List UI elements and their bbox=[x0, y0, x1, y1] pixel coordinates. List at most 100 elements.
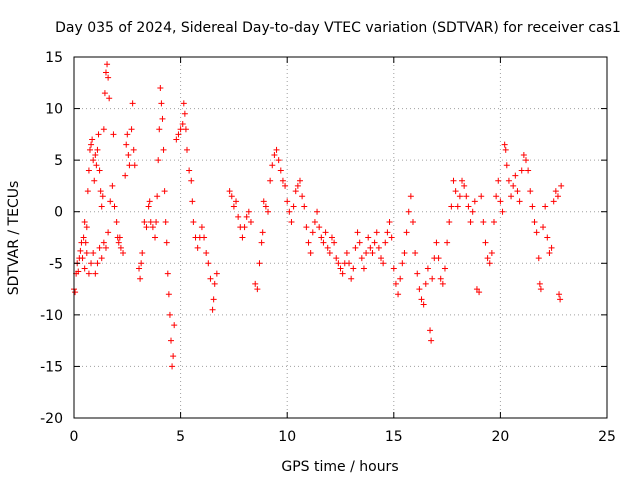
data-point bbox=[397, 275, 404, 282]
data-point bbox=[448, 203, 455, 210]
data-point bbox=[166, 311, 173, 318]
data-point bbox=[205, 260, 212, 267]
data-point bbox=[102, 244, 109, 251]
data-point bbox=[461, 182, 468, 189]
data-point bbox=[525, 167, 532, 174]
data-point bbox=[115, 239, 122, 246]
data-point bbox=[346, 260, 353, 267]
data-point bbox=[117, 244, 124, 251]
data-point bbox=[343, 249, 350, 256]
data-point bbox=[522, 157, 529, 164]
data-point bbox=[292, 188, 299, 195]
axis-ticks bbox=[73, 56, 608, 419]
data-point bbox=[331, 239, 338, 246]
data-point bbox=[164, 270, 171, 277]
data-point bbox=[241, 224, 248, 231]
data-point bbox=[136, 265, 143, 272]
data-point bbox=[88, 141, 95, 148]
data-point bbox=[339, 270, 346, 277]
data-point bbox=[403, 229, 410, 236]
data-point bbox=[162, 219, 169, 226]
data-point bbox=[518, 167, 525, 174]
x-tick-label: 0 bbox=[70, 429, 79, 445]
y-tick-label: -5 bbox=[49, 256, 63, 272]
data-point bbox=[360, 265, 367, 272]
data-point bbox=[100, 126, 107, 133]
data-point bbox=[82, 239, 89, 246]
data-point bbox=[535, 255, 542, 262]
data-point bbox=[154, 193, 161, 200]
data-point bbox=[452, 188, 459, 195]
data-point bbox=[467, 219, 474, 226]
data-point bbox=[512, 172, 519, 179]
x-tick-labels: 0 5 10 15 20 25 bbox=[70, 429, 616, 445]
data-point bbox=[116, 234, 123, 241]
x-tick-label: 25 bbox=[598, 429, 616, 445]
data-point bbox=[96, 244, 103, 251]
data-point bbox=[435, 255, 442, 262]
data-point bbox=[161, 188, 168, 195]
data-point bbox=[335, 260, 342, 267]
data-point bbox=[392, 280, 399, 287]
data-point bbox=[107, 198, 114, 205]
data-point bbox=[367, 244, 374, 251]
data-point bbox=[153, 219, 160, 226]
data-point bbox=[203, 249, 210, 256]
y-tick-label: -15 bbox=[40, 359, 63, 375]
data-point bbox=[510, 182, 517, 189]
data-point bbox=[131, 162, 138, 169]
data-point bbox=[83, 224, 90, 231]
data-point bbox=[271, 151, 278, 158]
data-point bbox=[463, 193, 470, 200]
data-point bbox=[99, 193, 106, 200]
data-point bbox=[262, 203, 269, 210]
data-point bbox=[537, 286, 544, 293]
data-point bbox=[157, 84, 164, 91]
data-point bbox=[322, 229, 329, 236]
data-point bbox=[235, 213, 242, 220]
data-point bbox=[286, 208, 293, 215]
data-point bbox=[159, 115, 166, 122]
data-point bbox=[207, 275, 214, 282]
data-point bbox=[126, 162, 133, 169]
data-point bbox=[499, 208, 506, 215]
data-point bbox=[92, 151, 99, 158]
data-point bbox=[418, 296, 425, 303]
data-point bbox=[482, 239, 489, 246]
data-point bbox=[122, 172, 129, 179]
data-point bbox=[531, 219, 538, 226]
data-point bbox=[318, 234, 325, 241]
data-point bbox=[493, 193, 500, 200]
data-point bbox=[79, 255, 86, 262]
data-point bbox=[382, 239, 389, 246]
data-point bbox=[282, 182, 289, 189]
data-point bbox=[175, 131, 182, 138]
data-point bbox=[275, 157, 282, 164]
y-tick-label: -20 bbox=[40, 411, 63, 427]
data-point bbox=[488, 249, 495, 256]
data-point bbox=[258, 239, 265, 246]
data-point bbox=[123, 141, 130, 148]
data-point bbox=[416, 286, 423, 293]
data-point bbox=[294, 182, 301, 189]
data-point bbox=[303, 224, 310, 231]
data-point bbox=[459, 177, 466, 184]
data-point bbox=[211, 280, 218, 287]
y-tick-label: -10 bbox=[40, 308, 63, 324]
data-point bbox=[456, 193, 463, 200]
data-point bbox=[550, 198, 557, 205]
data-point bbox=[110, 131, 117, 138]
data-point bbox=[228, 193, 235, 200]
data-point bbox=[86, 146, 93, 153]
data-point bbox=[409, 219, 416, 226]
data-point bbox=[476, 289, 483, 296]
data-point bbox=[129, 100, 136, 107]
data-point bbox=[465, 203, 472, 210]
data-point bbox=[105, 229, 112, 236]
data-point bbox=[75, 268, 82, 275]
data-point bbox=[183, 146, 190, 153]
data-point bbox=[171, 322, 178, 329]
x-tick-label: 10 bbox=[278, 429, 296, 445]
data-point bbox=[198, 224, 205, 231]
data-point bbox=[328, 234, 335, 241]
